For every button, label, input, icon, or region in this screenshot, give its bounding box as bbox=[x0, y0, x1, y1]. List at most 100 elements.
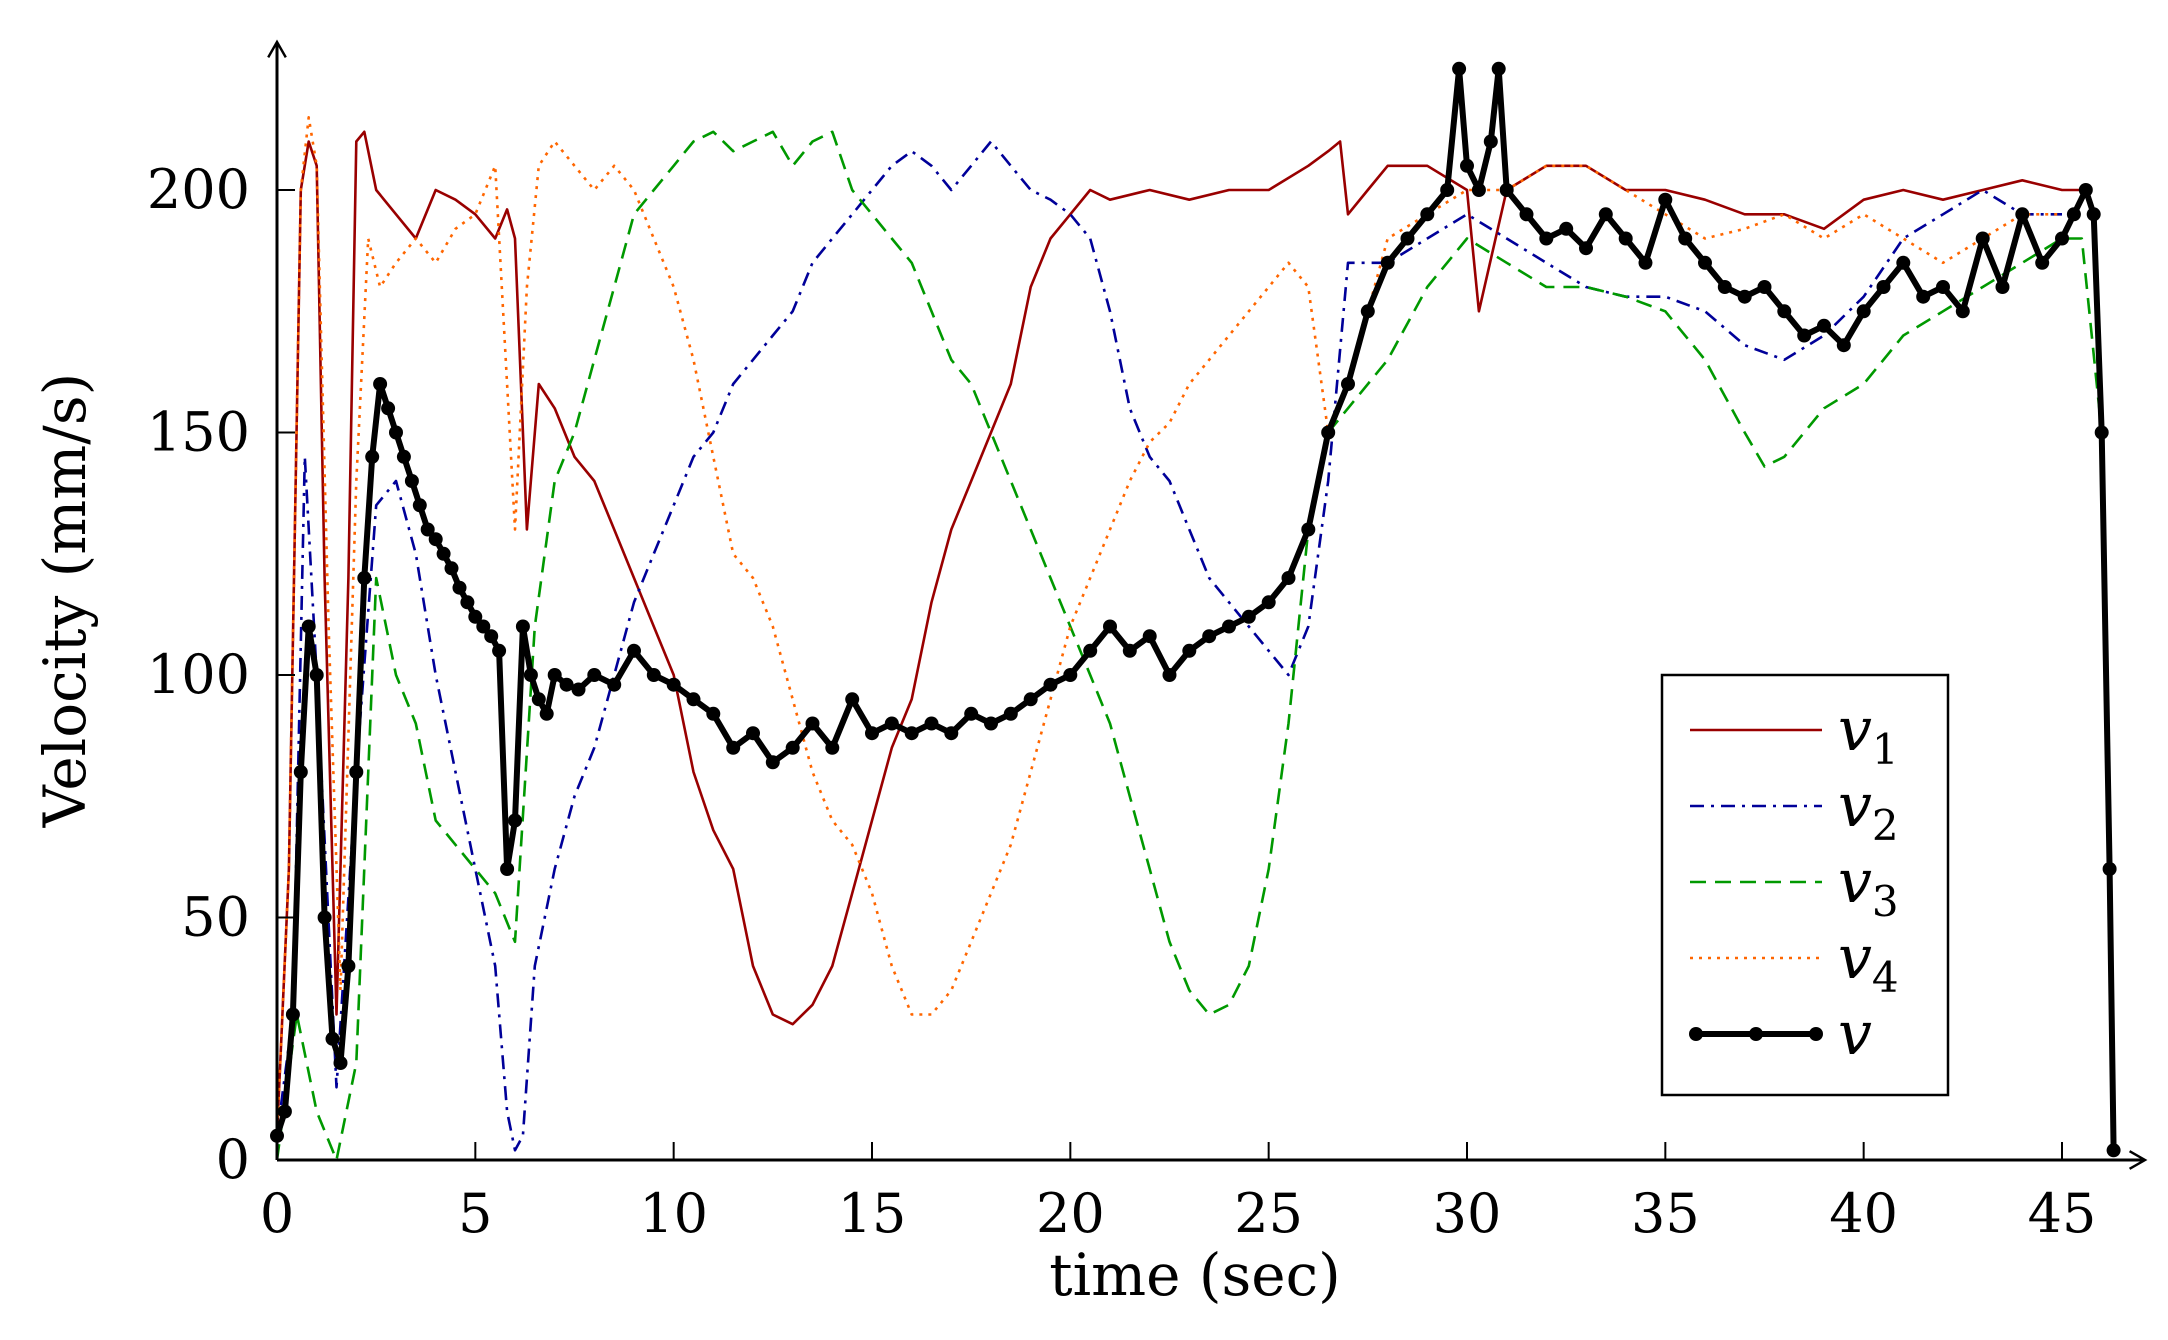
legend-label-main: v bbox=[1838, 999, 1872, 1069]
data-point-v bbox=[428, 532, 443, 547]
legend-label-sub: 2 bbox=[1872, 801, 1899, 850]
data-point-v bbox=[686, 692, 701, 707]
data-point-v bbox=[2015, 207, 2030, 222]
series-line-v3 bbox=[275, 130, 2103, 1162]
data-point-v bbox=[984, 716, 998, 731]
data-point-v bbox=[523, 668, 538, 682]
data-point-v bbox=[726, 740, 741, 755]
x-tick-label: 10 bbox=[639, 1182, 708, 1245]
data-point-v bbox=[1122, 643, 1137, 658]
data-point-v bbox=[1717, 280, 1732, 294]
legend-label-main: v bbox=[1838, 695, 1872, 765]
data-point-v bbox=[1658, 192, 1673, 207]
legend-marker-v bbox=[1809, 1027, 1823, 1041]
legend-label-v1: v1 bbox=[1838, 695, 1899, 774]
data-point-v bbox=[531, 692, 546, 707]
data-point-v bbox=[845, 692, 860, 707]
x-tick-label: 20 bbox=[1036, 1182, 1105, 1245]
data-point-v bbox=[420, 522, 435, 537]
x-tick-label: 25 bbox=[1234, 1182, 1303, 1245]
data-point-v bbox=[293, 765, 308, 779]
data-point-v bbox=[1452, 61, 1467, 76]
data-point-v bbox=[805, 716, 820, 731]
data-point-v bbox=[1043, 677, 1058, 692]
data-point-v bbox=[666, 677, 681, 692]
x-tick-label: 0 bbox=[260, 1182, 294, 1245]
data-point-v bbox=[2066, 207, 2081, 222]
data-point-v bbox=[1519, 207, 1534, 222]
data-point-v bbox=[1499, 183, 1514, 197]
data-point-v bbox=[484, 629, 499, 644]
data-point-v bbox=[1975, 231, 1990, 246]
data-point-v bbox=[365, 449, 380, 464]
data-point-v bbox=[1777, 304, 1792, 319]
data-point-v bbox=[1579, 241, 1593, 256]
data-point-v bbox=[1955, 304, 1970, 319]
data-point-v bbox=[1261, 595, 1276, 610]
data-point-v bbox=[884, 716, 899, 731]
data-point-v bbox=[1400, 231, 1415, 246]
legend-label-sub: 3 bbox=[1872, 877, 1899, 926]
legend-label-sub: 1 bbox=[1872, 725, 1899, 774]
series-layer bbox=[270, 61, 2121, 1162]
data-point-v bbox=[436, 546, 451, 561]
data-point-v bbox=[1491, 61, 1506, 76]
data-point-v bbox=[1856, 304, 1871, 319]
data-point-v bbox=[2106, 1143, 2121, 1158]
data-point-v bbox=[1559, 221, 1574, 236]
data-point-v bbox=[373, 377, 388, 391]
legend-marker-v bbox=[1689, 1027, 1703, 1041]
data-point-v bbox=[2078, 183, 2093, 197]
data-point-v bbox=[2035, 255, 2050, 270]
x-tick-label: 45 bbox=[2028, 1182, 2097, 1245]
legend-label-main: v bbox=[1838, 771, 1872, 841]
data-point-v bbox=[500, 862, 515, 876]
data-point-v bbox=[964, 706, 979, 721]
data-point-v bbox=[1360, 304, 1375, 319]
data-point-v bbox=[1162, 668, 1177, 682]
data-point-v bbox=[1936, 280, 1950, 294]
series-line-v2 bbox=[275, 140, 2062, 1152]
data-point-v bbox=[2094, 425, 2109, 440]
data-point-v bbox=[1876, 280, 1891, 294]
data-point-v bbox=[1440, 183, 1455, 197]
data-point-v bbox=[1281, 571, 1296, 585]
data-point-v bbox=[1916, 289, 1931, 304]
data-point-v bbox=[444, 561, 459, 576]
data-point-v bbox=[1698, 255, 1712, 270]
data-point-v bbox=[508, 813, 522, 828]
data-point-v bbox=[1222, 619, 1236, 634]
data-point-v bbox=[1757, 280, 1772, 294]
data-point-v bbox=[1003, 706, 1018, 721]
data-point-v bbox=[1083, 643, 1098, 658]
data-point-v bbox=[1420, 207, 1435, 222]
data-point-v bbox=[1638, 255, 1653, 270]
x-tick-label: 5 bbox=[458, 1182, 492, 1245]
data-point-v bbox=[285, 1007, 300, 1022]
x-axis-title: time (sec) bbox=[1049, 1241, 1340, 1309]
legend-label-sub: 4 bbox=[1872, 953, 1899, 1002]
y-tick-label: 100 bbox=[147, 643, 250, 706]
legend-label-v: v bbox=[1838, 999, 1872, 1069]
data-point-v bbox=[1103, 619, 1117, 634]
series-line-v1 bbox=[275, 130, 2082, 1136]
data-point-v bbox=[1241, 609, 1256, 624]
y-tick-label: 50 bbox=[181, 886, 250, 949]
data-point-v bbox=[2055, 231, 2069, 246]
legend-box bbox=[1660, 673, 1950, 1097]
data-point-v bbox=[2102, 862, 2117, 876]
legend-marker-v bbox=[1749, 1027, 1763, 1041]
x-tick-label: 30 bbox=[1433, 1182, 1502, 1245]
x-tick-label: 15 bbox=[838, 1182, 907, 1245]
data-point-v bbox=[381, 401, 396, 416]
data-point-v bbox=[1896, 255, 1911, 270]
series-v3 bbox=[275, 130, 2103, 1162]
y-axis-title: Velocity (mm/s) bbox=[31, 373, 99, 828]
data-point-v bbox=[468, 609, 483, 624]
data-point-v bbox=[587, 668, 602, 682]
data-point-v bbox=[627, 643, 641, 658]
series-v1 bbox=[275, 130, 2082, 1136]
